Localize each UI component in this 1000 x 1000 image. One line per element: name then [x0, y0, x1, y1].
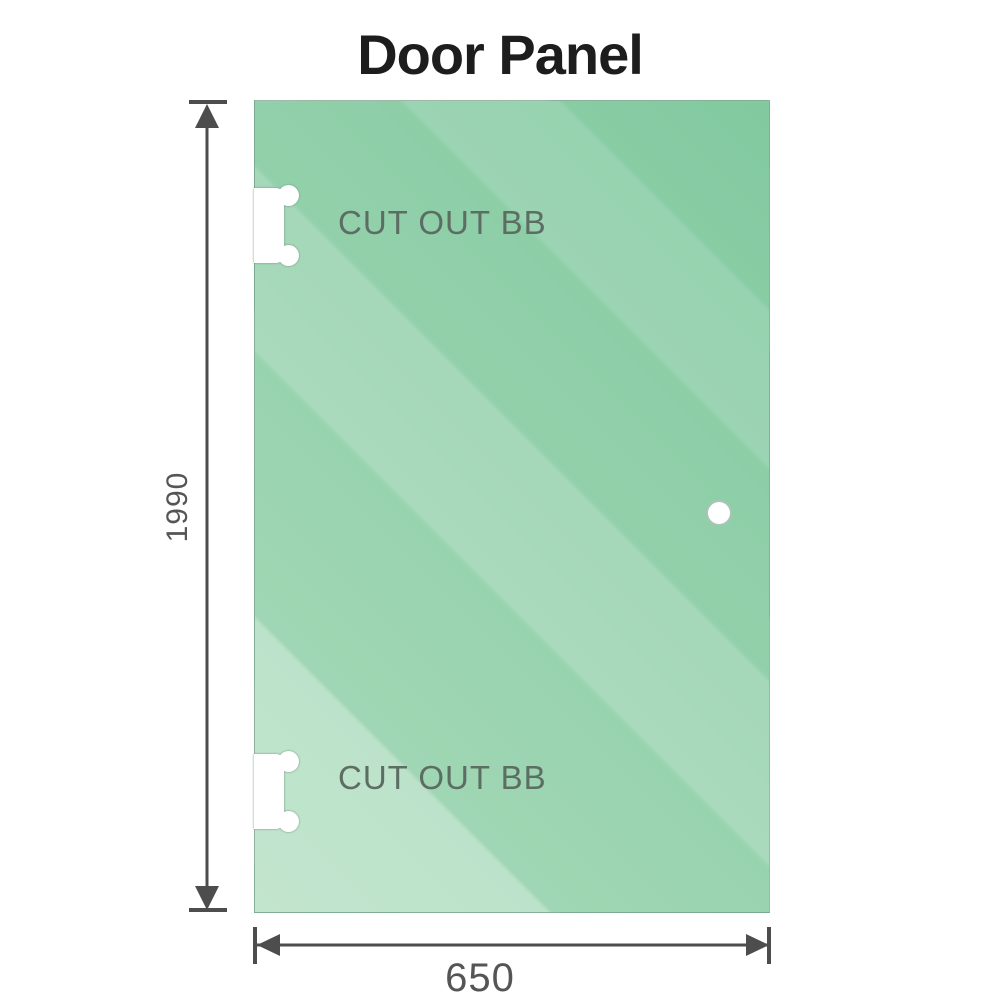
width-dimension-arrow-icon [253, 927, 771, 964]
arrowhead-right-icon [746, 934, 769, 956]
cutout-lobe [278, 751, 299, 772]
arrowhead-down-icon [195, 886, 219, 910]
handle-hole [706, 500, 732, 526]
dimension-cap [767, 927, 771, 964]
glass-panel [254, 100, 770, 913]
dimension-cap [189, 100, 227, 104]
dimension-line [205, 126, 209, 886]
dimension-cap [189, 908, 227, 912]
cutout-label-bottom: CUT OUT BB [338, 759, 547, 796]
height-dimension-label: 1990 [161, 471, 194, 543]
cutout-lobe [278, 811, 299, 832]
cutout-lobe [278, 185, 299, 206]
diagram-title: Door Panel [357, 23, 644, 86]
hinge-cutout-bottom [254, 751, 300, 832]
height-dimension-arrow-icon [189, 100, 227, 912]
cutout-label-top: CUT OUT BB [338, 204, 547, 241]
hinge-cutout-top [254, 185, 300, 266]
cutout-lobe [278, 245, 299, 266]
dimension-cap [253, 927, 257, 964]
dimension-line [257, 943, 769, 947]
arrowhead-up-icon [195, 104, 219, 128]
width-dimension-label: 650 [445, 956, 515, 1000]
